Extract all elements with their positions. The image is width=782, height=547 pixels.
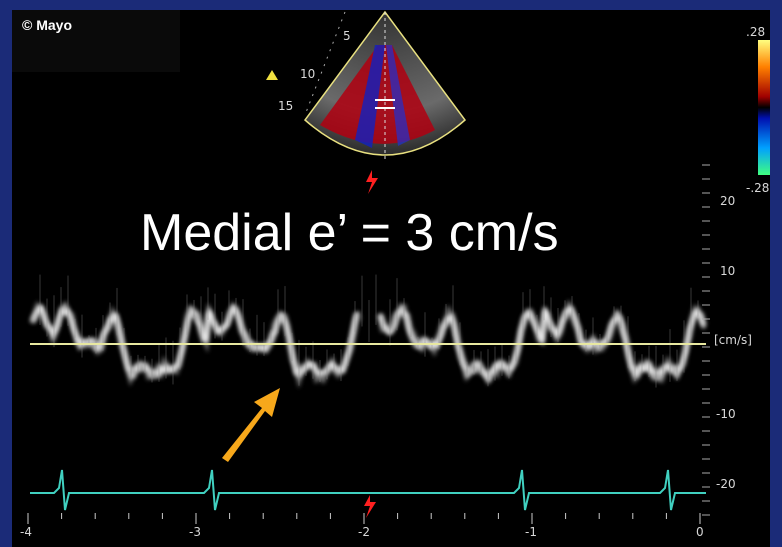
- annotation: Medial e’ = 3 cm/s: [140, 204, 559, 262]
- depth-label: 15: [278, 99, 293, 113]
- velocity-tick: 10: [720, 264, 735, 278]
- velocity-tick: -10: [716, 407, 736, 421]
- time-tick: -3: [189, 525, 201, 539]
- time-tick: -1: [525, 525, 537, 539]
- depth-label: 5: [343, 29, 351, 43]
- doppler-image: © Mayo 5 10 15 .28 -.28 Medial e’ = 3 cm…: [0, 0, 782, 547]
- time-tick: -4: [20, 525, 32, 539]
- page: {"watermark": "© Mayo", "annotation": "M…: [0, 0, 782, 547]
- color-bar-bottom: -.28: [746, 181, 769, 195]
- velocity-tick: 20: [720, 194, 735, 208]
- watermark: © Mayo: [22, 17, 72, 33]
- velocity-tick: -20: [716, 477, 736, 491]
- color-bar-top: .28: [746, 25, 765, 39]
- depth-label: 10: [300, 67, 315, 81]
- velocity-unit: [cm/s]: [714, 333, 752, 347]
- time-tick: -2: [358, 525, 370, 539]
- color-bar: [758, 40, 770, 175]
- time-tick: 0: [696, 525, 704, 539]
